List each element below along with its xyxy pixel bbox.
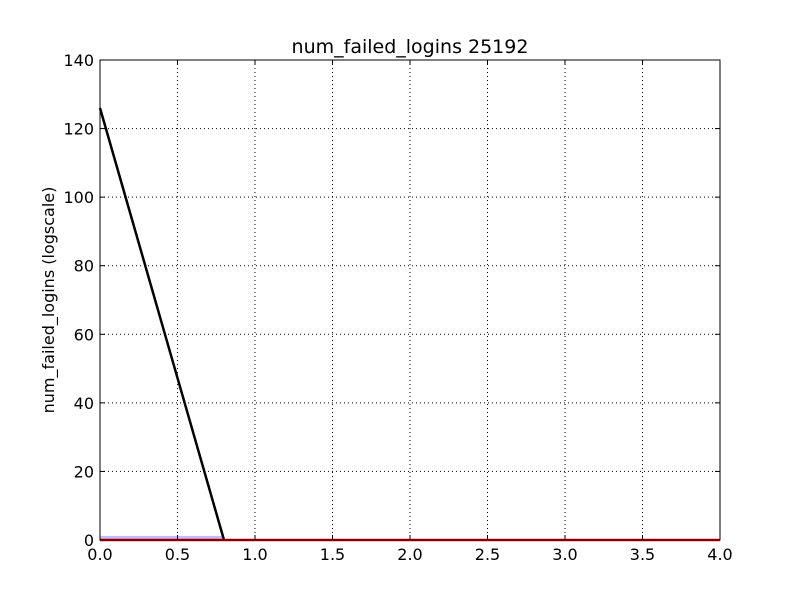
y-tick-label: 120 bbox=[63, 120, 94, 139]
x-tick-label: 3.5 bbox=[630, 545, 655, 564]
bar-layer bbox=[100, 535, 224, 540]
y-tick-label: 60 bbox=[74, 325, 94, 344]
x-tick-label: 0.5 bbox=[165, 545, 190, 564]
y-tick-label: 140 bbox=[63, 51, 94, 70]
y-tick-label: 0 bbox=[84, 531, 94, 550]
y-tick-label: 80 bbox=[74, 257, 94, 276]
series-line-black bbox=[98, 107, 226, 541]
y-axis-ticks: 0 20 40 60 80 100 120 140 bbox=[63, 51, 720, 550]
x-tick-label: 4.0 bbox=[707, 545, 732, 564]
x-tick-label: 0.0 bbox=[87, 545, 112, 564]
y-tick-label: 100 bbox=[63, 188, 94, 207]
y-axis-label: num_failed_logins (logscale) bbox=[39, 187, 59, 414]
x-tick-label: 1.0 bbox=[242, 545, 267, 564]
y-tick-label: 40 bbox=[74, 394, 94, 413]
x-tick-label: 2.0 bbox=[397, 545, 422, 564]
y-tick-label: 20 bbox=[74, 462, 94, 481]
histogram-bar bbox=[100, 535, 224, 540]
x-tick-label: 3.0 bbox=[552, 545, 577, 564]
x-tick-label: 1.5 bbox=[320, 545, 345, 564]
x-axis-ticks: 0.0 0.5 1.0 1.5 2.0 2.5 3.0 3.5 4.0 bbox=[87, 60, 733, 564]
x-tick-label: 2.5 bbox=[475, 545, 500, 564]
chart-title: num_failed_logins 25192 bbox=[292, 36, 529, 58]
